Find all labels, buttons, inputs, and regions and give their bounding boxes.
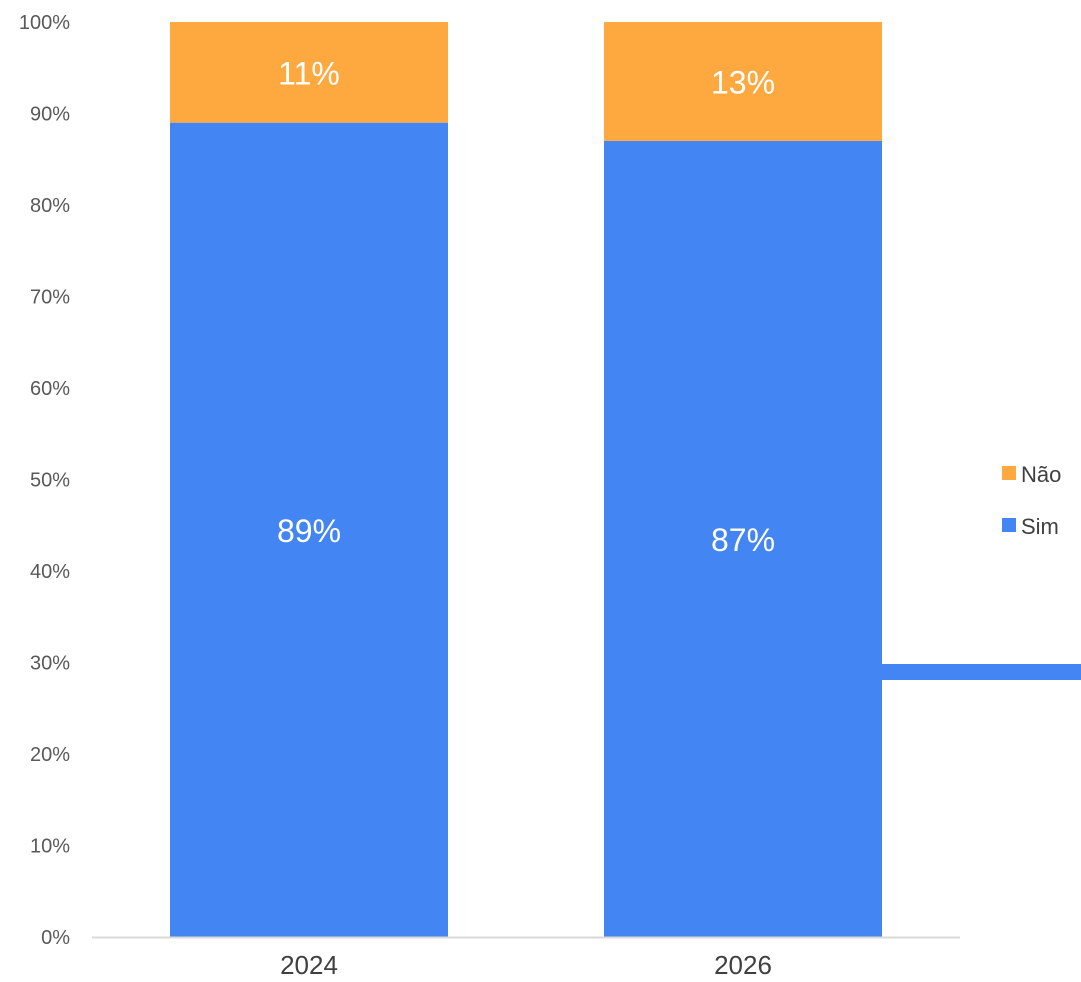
data-label: 87% <box>711 522 775 558</box>
data-label: 89% <box>277 513 341 549</box>
y-tick-label: 80% <box>30 195 70 217</box>
y-tick-label: 40% <box>30 561 70 583</box>
y-tick-label: 10% <box>30 836 70 858</box>
y-tick-label: 60% <box>30 378 70 400</box>
y-axis-ticks: 0% 10% 20% 30% 40% 50% 60% 70% 80% 90% 100% <box>19 12 70 949</box>
x-category-label: 2024 <box>280 950 338 980</box>
y-tick-label: 50% <box>30 470 70 492</box>
y-tick-label: 100% <box>19 12 70 34</box>
legend-label: Sim <box>1021 514 1059 539</box>
legend-swatch <box>1002 518 1016 532</box>
bar-segment-nao-2026 <box>604 22 882 141</box>
y-tick-label: 90% <box>30 104 70 126</box>
legend-swatch <box>1002 466 1016 480</box>
data-labels-group: 89% 11% 87% 13% <box>277 55 775 558</box>
y-tick-label: 0% <box>41 927 70 949</box>
bar-segment-sim-2024 <box>170 122 448 937</box>
y-tick-label: 30% <box>30 653 70 675</box>
x-axis-labels: 2024 2026 <box>280 950 772 980</box>
bar-segment-nao-2024 <box>170 22 448 123</box>
data-label: 11% <box>278 55 340 91</box>
bars-group <box>170 22 882 937</box>
legend: Não Sim <box>1002 462 1061 539</box>
y-tick-label: 70% <box>30 287 70 309</box>
bar-segment-sim-2026 <box>604 140 882 937</box>
data-label: 13% <box>711 64 775 100</box>
legend-label: Não <box>1021 462 1061 487</box>
y-tick-label: 20% <box>30 744 70 766</box>
x-category-label: 2026 <box>714 950 772 980</box>
connector-bar <box>882 664 1081 680</box>
